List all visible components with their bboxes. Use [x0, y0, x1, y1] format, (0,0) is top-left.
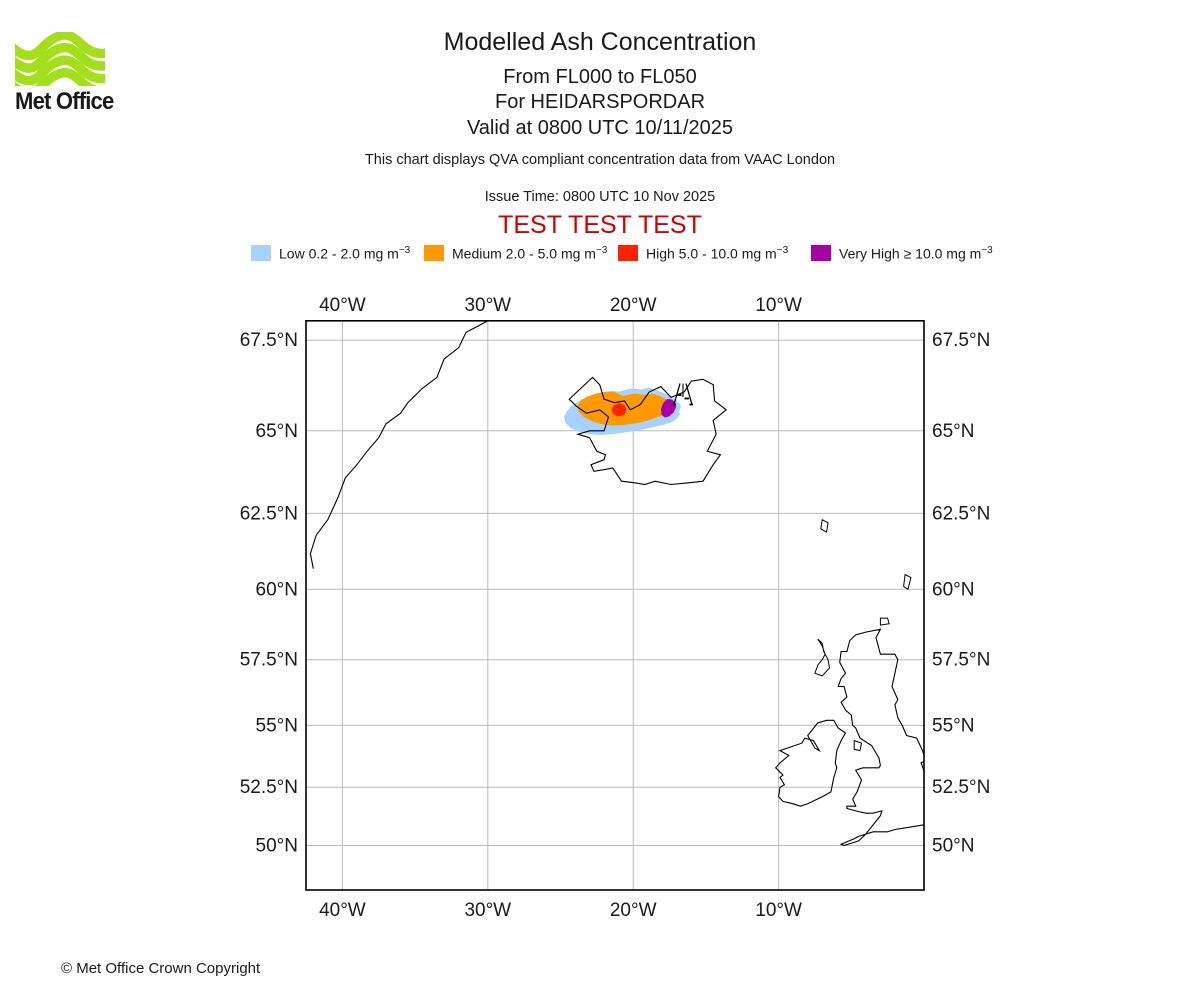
svg-text:55°N: 55°N [256, 715, 298, 736]
svg-text:20°W: 20°W [610, 900, 657, 921]
svg-text:62.5°N: 62.5°N [240, 503, 298, 524]
svg-text:67.5°N: 67.5°N [240, 330, 298, 351]
svg-text:40°W: 40°W [319, 900, 366, 921]
svg-text:62.5°N: 62.5°N [932, 503, 990, 524]
svg-text:10°W: 10°W [755, 295, 802, 316]
svg-text:52.5°N: 52.5°N [240, 777, 298, 798]
svg-text:20°W: 20°W [610, 295, 657, 316]
svg-text:57.5°N: 57.5°N [240, 650, 298, 671]
svg-text:67.5°N: 67.5°N [932, 330, 990, 351]
svg-text:65°N: 65°N [256, 421, 298, 442]
svg-text:30°W: 30°W [464, 295, 511, 316]
svg-text:30°W: 30°W [464, 900, 511, 921]
svg-text:50°N: 50°N [256, 836, 298, 857]
svg-text:50°N: 50°N [932, 836, 974, 857]
svg-text:60°N: 60°N [932, 579, 974, 600]
svg-text:57.5°N: 57.5°N [932, 650, 990, 671]
svg-text:55°N: 55°N [932, 715, 974, 736]
svg-text:60°N: 60°N [256, 579, 298, 600]
svg-text:10°W: 10°W [755, 900, 802, 921]
svg-text:65°N: 65°N [932, 421, 974, 442]
svg-text:52.5°N: 52.5°N [932, 777, 990, 798]
svg-text:40°W: 40°W [319, 295, 366, 316]
